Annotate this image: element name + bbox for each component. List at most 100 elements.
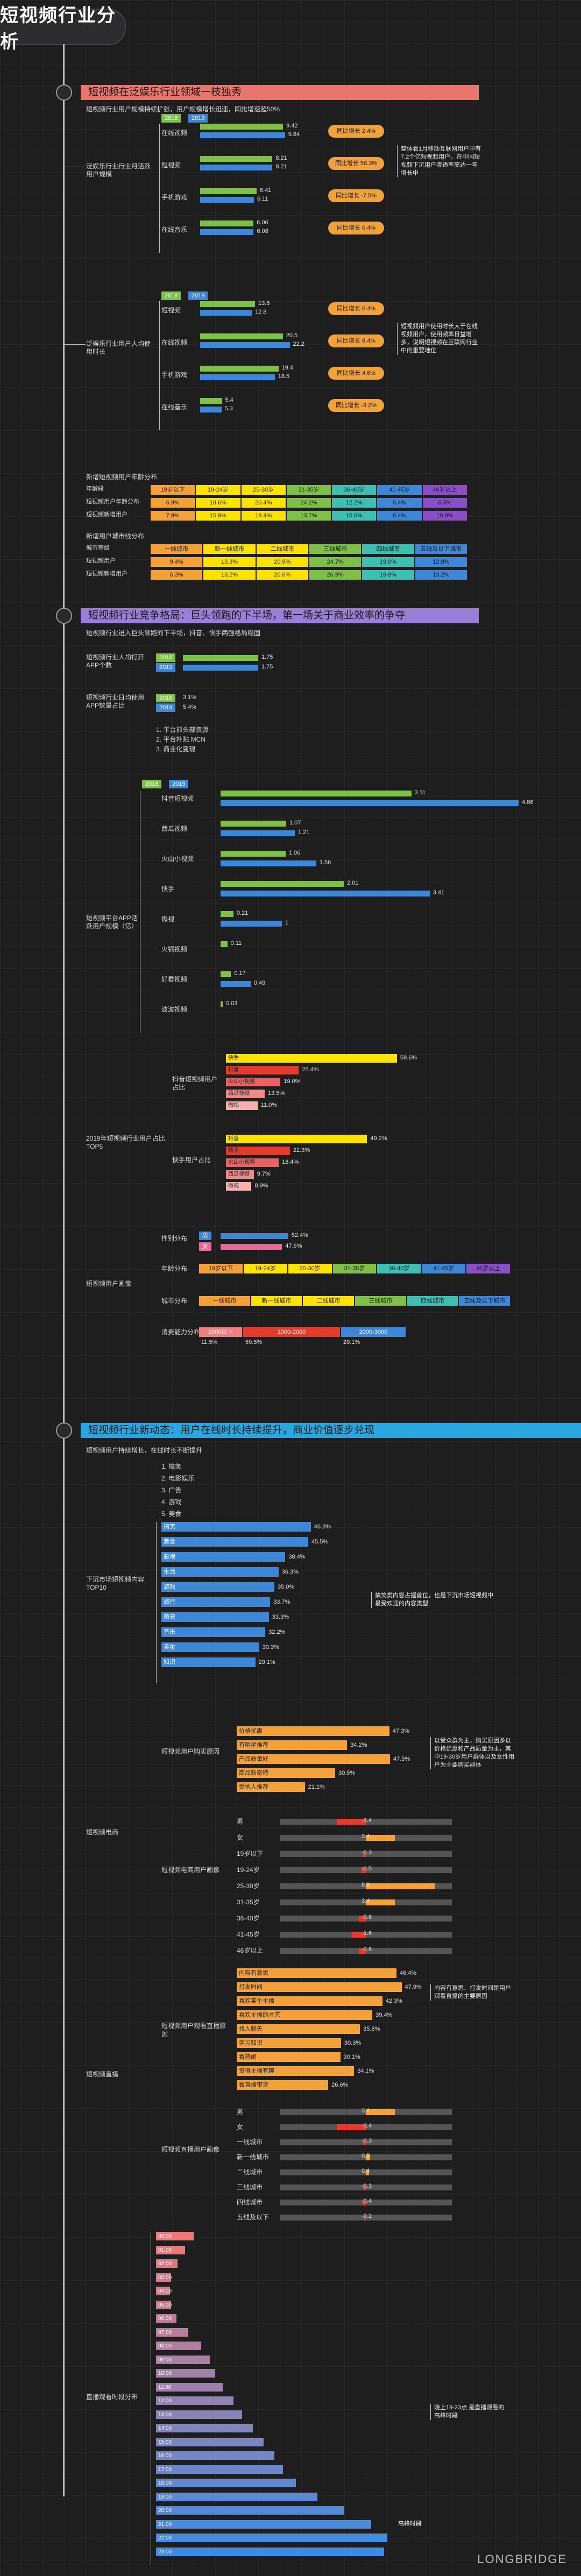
g2-note: 短视频用户使用时长大于在线视频用户，使用频率日益增多，说明短视频在互联网行业中的…	[397, 323, 481, 355]
g2-val-0-1: 12.8	[255, 309, 267, 315]
g2-pill-3: 同比增长 -3.2%	[328, 399, 384, 412]
g4-seg-2-4: 19.8%	[362, 570, 414, 580]
g4-seg-2-5: 13.2%	[415, 570, 467, 580]
live-who-track-6	[280, 2200, 452, 2205]
live-why-val-1: 47.9%	[405, 1984, 422, 1990]
top10-note: 搞笑类内容占据首位，也是下沉市场短视频中最受欢迎的内容类型	[371, 1592, 493, 1608]
live-who-bar-1	[336, 2124, 366, 2130]
hours-tick-12: 12:00	[158, 2398, 172, 2404]
ecom-who-bar-6	[359, 1916, 366, 1922]
ecom-who-label: 短视频电商用户画像	[161, 1866, 220, 1874]
top10-name-6: 萌宠	[164, 1614, 175, 1620]
hours-bar-0	[156, 2232, 194, 2240]
g4-seg-1-0: 9.4%	[151, 557, 203, 567]
gender-val-1: 47.6%	[285, 1243, 302, 1249]
s3-intro: 短视频用户持续增长，在线时长不断提升	[86, 1447, 203, 1454]
live-why-val-5: 30.3%	[344, 2040, 362, 2046]
section-3-node	[56, 1422, 72, 1439]
apps-year-0: 2018	[156, 694, 176, 702]
profile-connector-label: 短视频用户画像	[86, 1280, 132, 1287]
live-who-name-1: 女	[237, 2123, 244, 2131]
g3-seg-1-1: 18.6%	[196, 498, 240, 508]
top-bar-7-0	[221, 1001, 223, 1007]
gender-bar-0	[221, 1233, 288, 1239]
share-bar-1-0	[226, 1135, 367, 1143]
g1-val-0-0: 9.42	[286, 123, 298, 129]
live-why-val-4: 35.8%	[363, 2026, 380, 2032]
live-why-bar-7	[237, 2066, 355, 2076]
watermark-logo: LONGBRIDGE	[477, 2552, 567, 2566]
hours-tick-0: 00:00	[158, 2233, 172, 2239]
g2-pill-1: 同比增长 8.4%	[328, 335, 384, 347]
hours-tick-6: 06:00	[158, 2316, 172, 2322]
live-who-label: 短视频直播用户画像	[161, 2146, 220, 2153]
g4-row-0: 城市等级	[86, 545, 110, 551]
g1-val-3-1: 6.08	[257, 228, 268, 234]
hours-note: 晚上19-23点 是直播观看的高峰时段	[430, 2404, 509, 2420]
hours-bar-2	[156, 2259, 178, 2268]
top-bar-4-1	[221, 921, 282, 927]
hours-bar-16	[156, 2451, 274, 2460]
g4-seg-2-2: 20.6%	[256, 570, 308, 580]
live-who-bar-6	[362, 2200, 366, 2205]
top10-val-1: 45.5%	[311, 1539, 329, 1545]
hours-bar-4	[156, 2287, 170, 2295]
s1-intro: 短视频行业用户规模持续扩张，用户规模增长迅速，同比增速超50%	[86, 105, 280, 113]
g2-val-3-1: 5.3	[224, 405, 233, 412]
share-val-1-0: 49.2%	[370, 1135, 387, 1142]
live-why-bar-3	[237, 2010, 373, 2020]
top-val-3-1: 3.41	[433, 889, 445, 896]
g3-label: 新增短视频用户年龄分布	[86, 473, 158, 481]
hours-bar-7	[156, 2328, 188, 2337]
hours-bar-10	[156, 2369, 215, 2378]
prof-city-label: 城市分布	[161, 1297, 188, 1305]
g3-seg-1-2: 20.4%	[241, 498, 286, 508]
ecom-who-bar-4	[366, 1883, 435, 1889]
section-1-header: 短视频在泛娱乐行业领域一枝独秀	[81, 85, 479, 100]
g1-bar-1-0	[200, 156, 273, 162]
timeline-spine	[63, 44, 65, 2496]
live-why-val-2: 42.3%	[385, 1998, 402, 2004]
mau-bar-0	[183, 655, 258, 661]
top-val-4-0: 0.21	[236, 910, 249, 916]
g3-row-2: 短视频新增用户	[86, 511, 127, 518]
live-why-bar-0	[237, 1968, 396, 1978]
hours-bar-6	[156, 2314, 176, 2323]
g2-bar-2-0	[200, 366, 279, 372]
g4-seg-1-2: 20.9%	[256, 557, 308, 567]
top-bar-2-1	[221, 860, 316, 866]
ecom-why-val-2: 47.5%	[393, 1756, 410, 1762]
top-bar-4-0	[221, 911, 233, 917]
type-0: 1. 搞笑	[161, 1463, 182, 1470]
g1-bar-3-0	[200, 220, 254, 226]
top10-val-7: 32.2%	[268, 1629, 286, 1635]
ecom-why-val-0: 47.3%	[392, 1728, 409, 1734]
g2-year-a: 2018	[161, 291, 181, 300]
g1-val-2-1: 6.11	[257, 196, 268, 202]
top10-bar-2	[161, 1552, 286, 1562]
top-item-3: 快手	[161, 885, 175, 893]
live-who-val-2: -0.3	[362, 2138, 372, 2144]
ecom-who-bar-1	[366, 1835, 395, 1841]
g3-seg-2-4: 15.6%	[332, 511, 377, 521]
g3-seg-1-4: 12.2%	[332, 498, 377, 508]
g4-row-1: 短视频用户	[86, 558, 116, 564]
share-val-1-2: 18.4%	[282, 1159, 299, 1165]
hours-bar-21	[156, 2520, 371, 2529]
section-2-header: 短视频行业竞争格局：巨头领跑的下半场，第一场关于商业效率的争夺	[81, 608, 479, 623]
top-bar-0-1	[221, 800, 519, 806]
section-2-node	[56, 608, 72, 624]
live-who-val-4: 0.4	[362, 2168, 370, 2174]
g4-seg-1-4: 19.0%	[362, 557, 414, 567]
g2-year-b: 2019	[188, 291, 208, 300]
live-who-track-7	[280, 2215, 452, 2221]
hours-bar-14	[156, 2424, 253, 2432]
hours-tick-8: 08:00	[158, 2343, 172, 2349]
ecom-why-label: 短视频用户购买原因	[161, 1748, 220, 1755]
g2-pill-0: 同比增长 6.4%	[328, 302, 384, 315]
ecom-why-name-4: 受他人推荐	[239, 1784, 268, 1790]
g1-bar-1-1	[200, 165, 273, 170]
mau-val-0: 1.75	[261, 654, 273, 660]
top-val-2-1: 1.56	[319, 859, 331, 866]
share-val-1-1: 22.3%	[293, 1147, 310, 1154]
